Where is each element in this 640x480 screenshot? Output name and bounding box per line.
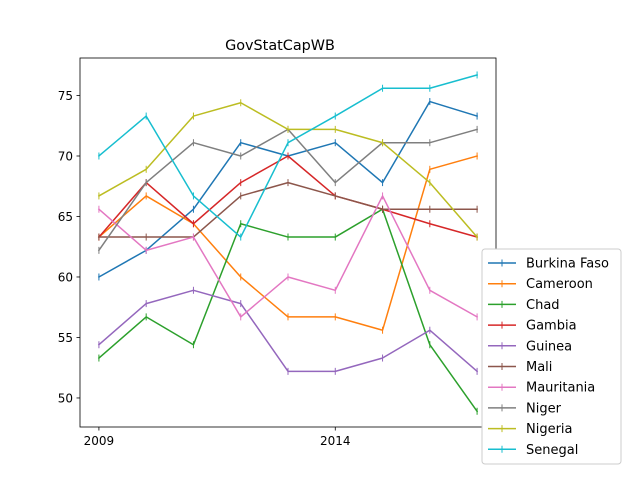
- chart-title: GovStatCapWB: [225, 38, 335, 54]
- legend-label: Gambia: [526, 319, 577, 334]
- legend-item: Mauritania: [488, 381, 595, 396]
- legend-label: Mali: [526, 360, 552, 375]
- legend-label: Guinea: [526, 339, 572, 354]
- legend-label: Senegal: [526, 443, 578, 458]
- legend-label: Nigeria: [526, 422, 573, 437]
- y-tick-label: 70: [58, 149, 73, 163]
- y-tick-label: 65: [58, 210, 73, 224]
- y-tick-label: 55: [58, 331, 73, 345]
- y-tick-label: 50: [58, 391, 73, 405]
- legend-item: Cameroon: [488, 277, 593, 292]
- series-senegal: [97, 71, 479, 241]
- axes-frame: [79, 57, 497, 428]
- series-guinea: [97, 286, 479, 375]
- y-tick-label: 60: [58, 270, 73, 284]
- legend-item: Gambia: [488, 319, 577, 334]
- y-tick-label: 75: [58, 89, 73, 103]
- legend-item: Niger: [488, 401, 562, 416]
- legend-item: Senegal: [488, 443, 578, 458]
- legend-box: [481, 248, 622, 465]
- plot-area: [97, 71, 479, 415]
- legend-item: Mali: [488, 360, 552, 375]
- legend-item: Nigeria: [488, 422, 573, 437]
- legend: Burkina Faso Cameroon Chad Gambia Guinea Mali…: [481, 248, 622, 465]
- legend-label: Burkina Faso: [526, 257, 609, 272]
- x-tick-label: 2014: [320, 434, 351, 448]
- axes: 50 55 60 65 70 75 2009 2014: [58, 57, 497, 448]
- legend-item: Chad: [488, 298, 560, 313]
- legend-label: Mauritania: [526, 381, 595, 396]
- legend-item: Burkina Faso: [488, 257, 609, 272]
- legend-label: Chad: [526, 298, 560, 313]
- legend-label: Niger: [526, 401, 562, 416]
- x-tick-label: 2009: [84, 434, 115, 448]
- legend-item: Guinea: [488, 339, 572, 354]
- legend-label: Cameroon: [526, 277, 593, 292]
- series-nigeria: [97, 99, 479, 241]
- series-mauritania: [97, 192, 479, 321]
